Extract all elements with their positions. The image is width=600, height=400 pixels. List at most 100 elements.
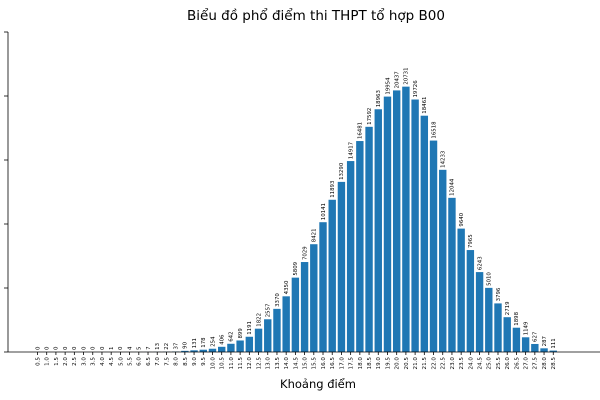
data-label-12.0: 1191 — [247, 321, 253, 335]
data-label-3.0: 0 — [81, 346, 87, 350]
data-label-7.0: 13 — [155, 343, 161, 350]
bar-26.5 — [512, 327, 521, 352]
x-tick-label-23.5: 23.5 — [459, 357, 465, 370]
data-label-18.0: 16481 — [358, 122, 364, 139]
x-ticks-group: 0.5 1.0 1.5 2.0 2.5 3.0 3.5 4.0 4.5 5.0 5.5 6.0 6.5 7… — [35, 352, 557, 369]
bar-18.5 — [365, 126, 373, 352]
x-tick-label-21.5: 21.5 — [422, 357, 428, 370]
bar-21.5 — [420, 115, 429, 352]
data-label-4.5: 1 — [109, 347, 115, 350]
x-tick-label-1.0: 1.0 — [45, 357, 51, 366]
x-tick-label-17.0: 17.0 — [339, 357, 345, 370]
data-label-20.5: 20731 — [404, 67, 410, 84]
bar-22.0 — [429, 140, 438, 352]
bar-10.5 — [218, 346, 226, 352]
bar-9.0 — [190, 350, 198, 352]
data-label-19.5: 19954 — [385, 77, 391, 95]
data-label-15.0: 7029 — [302, 246, 308, 260]
bar-24.5 — [475, 272, 484, 352]
data-label-18.5: 17592 — [367, 108, 373, 125]
bar-18.0 — [356, 141, 364, 352]
x-tick-label-5.5: 5.5 — [128, 357, 134, 366]
x-tick-label-26.0: 26.0 — [505, 357, 511, 370]
data-label-21.5: 18461 — [422, 97, 428, 114]
x-tick-label-25.5: 25.5 — [496, 357, 502, 370]
data-label-24.5: 6243 — [477, 256, 483, 270]
x-tick-label-20.0: 20.0 — [395, 357, 401, 370]
data-label-26.5: 1898 — [514, 311, 520, 325]
data-label-11.5: 899 — [238, 328, 244, 339]
bar-11.0 — [227, 343, 235, 352]
x-tick-label-15.0: 15.0 — [302, 357, 308, 370]
x-tick-label-8.0: 8.0 — [174, 357, 180, 366]
x-tick-label-10.0: 10.0 — [210, 357, 216, 370]
data-label-13.5: 3370 — [275, 293, 281, 307]
bar-23.5 — [457, 228, 465, 352]
bar-13.5 — [273, 308, 281, 352]
bar-12.5 — [254, 328, 263, 352]
data-label-1.5: 0 — [54, 346, 60, 350]
x-tick-label-4.0: 4.0 — [100, 357, 106, 366]
x-tick-label-28.0: 28.0 — [542, 357, 548, 370]
bar-25.0 — [485, 287, 493, 352]
data-label-16.0: 10141 — [321, 203, 327, 220]
data-label-27.0: 1149 — [523, 321, 529, 335]
bar-19.0 — [374, 109, 382, 353]
data-label-28.5: 111 — [551, 338, 557, 348]
bar-14.0 — [282, 296, 290, 352]
data-label-6.0: 5 — [137, 347, 143, 350]
data-label-19.0: 18963 — [376, 90, 382, 107]
x-tick-label-22.0: 22.0 — [431, 357, 437, 370]
data-label-25.5: 3796 — [496, 287, 502, 301]
x-tick-label-24.0: 24.0 — [468, 357, 474, 370]
data-label-10.5: 406 — [220, 334, 226, 345]
bar-17.0 — [337, 181, 346, 352]
x-tick-label-4.5: 4.5 — [109, 357, 115, 366]
data-label-4.0: 0 — [100, 346, 106, 350]
data-label-22.5: 14233 — [441, 151, 447, 168]
x-tick-label-8.5: 8.5 — [183, 357, 189, 366]
x-tick-label-6.5: 6.5 — [146, 357, 152, 366]
data-label-14.0: 4350 — [284, 280, 290, 294]
x-tick-label-10.5: 10.5 — [220, 357, 226, 370]
bar-28.0 — [540, 348, 548, 352]
x-tick-label-16.5: 16.5 — [330, 357, 336, 370]
x-tick-label-7.5: 7.5 — [164, 357, 170, 366]
x-tick-label-3.5: 3.5 — [91, 357, 97, 366]
x-tick-label-16.0: 16.0 — [321, 357, 327, 370]
data-label-17.5: 14917 — [348, 142, 354, 159]
x-tick-label-24.5: 24.5 — [477, 357, 483, 370]
data-label-1.0: 0 — [45, 346, 51, 350]
data-label-8.0: 37 — [173, 343, 179, 350]
data-label-13.0: 2557 — [266, 304, 272, 318]
x-tick-label-19.5: 19.5 — [385, 357, 391, 370]
x-tick-label-1.5: 1.5 — [54, 357, 60, 366]
x-tick-label-28.5: 28.5 — [551, 357, 557, 370]
data-label-10.0: 254 — [210, 336, 216, 347]
data-labels-group: 0 0 0 0 0 0 0 0 1 0 4 5 7 13 22 37 90 131 178 254 406 642 899 1… — [35, 67, 557, 350]
x-tick-label-2.0: 2.0 — [63, 357, 69, 366]
bar-12.0 — [245, 336, 254, 352]
bar-8.5 — [181, 350, 189, 352]
x-axis-label: Khoảng điểm — [280, 377, 356, 391]
x-tick-label-13.0: 13.0 — [266, 357, 272, 370]
y-ticks-group — [4, 31, 8, 353]
data-label-0.5: 0 — [35, 346, 41, 350]
x-tick-label-18.5: 18.5 — [367, 357, 373, 370]
x-tick-label-3.0: 3.0 — [81, 357, 87, 366]
data-label-3.5: 0 — [91, 346, 97, 350]
bar-20.0 — [392, 90, 401, 352]
data-label-23.5: 9640 — [459, 212, 465, 226]
bar-13.0 — [264, 319, 272, 352]
bar-10.0 — [208, 348, 217, 352]
data-label-17.0: 13290 — [339, 162, 345, 180]
data-label-11.0: 642 — [229, 331, 235, 341]
x-tick-label-19.0: 19.0 — [376, 357, 382, 370]
x-tick-label-5.0: 5.0 — [118, 357, 124, 366]
data-label-5.0: 0 — [118, 346, 124, 350]
bar-20.5 — [402, 86, 410, 352]
bar-15.0 — [300, 262, 309, 352]
x-tick-label-14.5: 14.5 — [293, 357, 299, 370]
bar-26.0 — [503, 317, 511, 352]
data-label-2.5: 0 — [72, 346, 78, 350]
